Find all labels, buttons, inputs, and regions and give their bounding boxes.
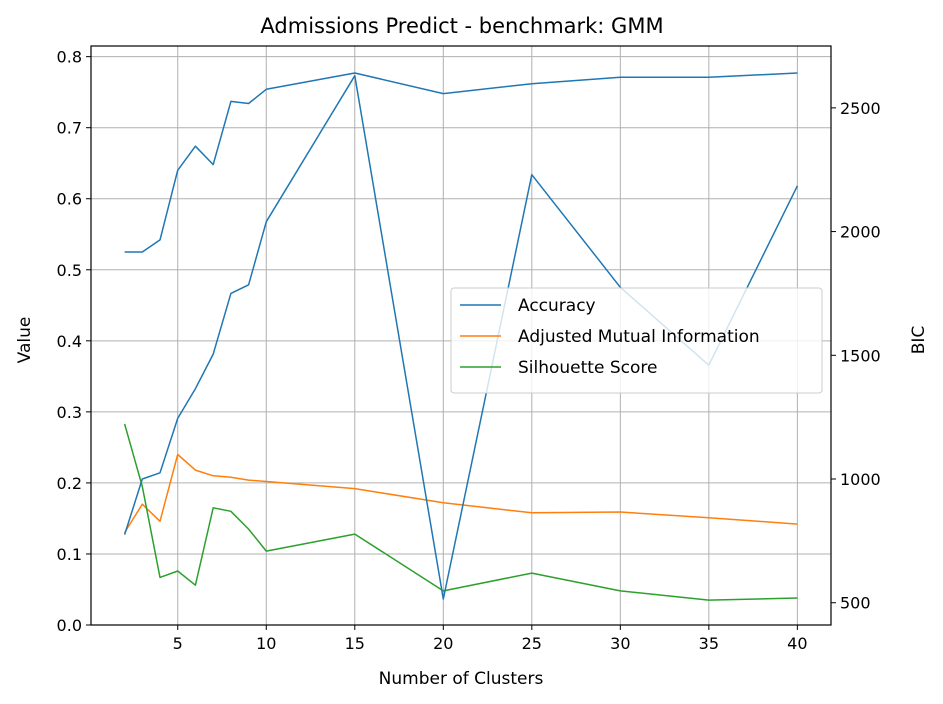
y-tick-label: 0.8 <box>57 48 82 67</box>
y-tick-label: 0.5 <box>57 261 82 280</box>
y2-tick-label: 500 <box>840 594 871 613</box>
series-lines <box>123 72 799 601</box>
series-line-0 <box>124 72 798 253</box>
y-axis-label: Value <box>15 317 35 364</box>
series-line-1 <box>123 453 798 533</box>
legend: Accuracy Adjusted Mutual Information Silho… <box>450 287 823 394</box>
y-tick-label: 0.0 <box>57 616 82 635</box>
x-tick-label: 40 <box>787 634 807 653</box>
y2-tick-label: 2500 <box>840 99 881 118</box>
y-tick-label: 0.3 <box>57 403 82 422</box>
legend-box <box>450 287 823 394</box>
y-tick-label: 0.1 <box>57 545 82 564</box>
x-tick-label: 10 <box>256 634 276 653</box>
legend-label: Silhouette Score <box>518 358 657 378</box>
x-tick-label: 20 <box>433 634 453 653</box>
x-tick-label: 15 <box>345 634 365 653</box>
y2-tick-label: 2000 <box>840 223 881 242</box>
x-tick-label: 25 <box>522 634 542 653</box>
legend-label: Accuracy <box>518 296 596 316</box>
chart-title: Admissions Predict - benchmark: GMM <box>260 14 663 38</box>
y-tick-label: 0.2 <box>57 474 82 493</box>
y-tick-label: 0.7 <box>57 119 82 138</box>
series-line-2 <box>123 423 798 601</box>
x-tick-label: 30 <box>610 634 630 653</box>
y-tick-label: 0.6 <box>57 190 82 209</box>
legend-label: Adjusted Mutual Information <box>518 327 760 347</box>
x-axis-label: Number of Clusters <box>379 669 544 689</box>
x-tick-label: 35 <box>699 634 719 653</box>
series-line-3 <box>123 74 799 600</box>
x-tick-label: 5 <box>173 634 183 653</box>
y-tick-label: 0.4 <box>57 332 82 351</box>
tick-marks: 5 10 15 20 25 30 35 40 0.0 0.1 0.2 0.3 0.4 0.5 0.6 0.7 0… <box>57 48 881 653</box>
plot-frame <box>90 45 832 626</box>
y2-tick-label: 1000 <box>840 470 881 489</box>
y2-tick-label: 1500 <box>840 346 881 365</box>
axes <box>90 45 832 626</box>
y2-axis-label: BIC <box>909 326 929 355</box>
